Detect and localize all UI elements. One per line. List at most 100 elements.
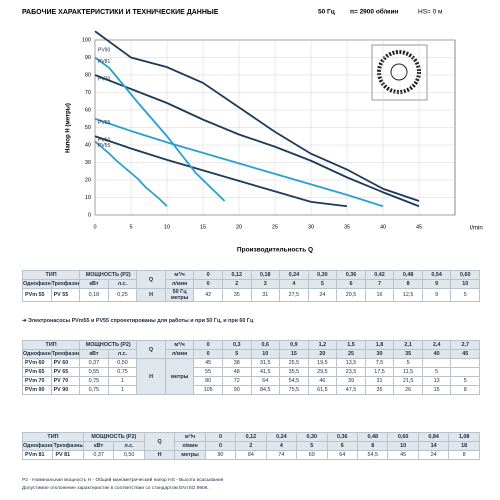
h-value: 11,5: [393, 367, 423, 377]
y-tick-label: 60: [85, 107, 91, 113]
x-tick-label: 15: [200, 224, 206, 230]
h-label: H: [136, 288, 166, 302]
col-header: кВт: [82, 441, 115, 451]
h-value: 17,5: [364, 367, 395, 377]
y-tick-label: 70: [85, 90, 91, 96]
footer: P2 - Номинальная мощность H - Общий мано…: [22, 478, 224, 483]
col-header: Однофазный: [22, 349, 52, 359]
data-row: PVm 90 PV 90 0,75 1 105 90 84,5 75,5 61,5 47,5 35 2…: [22, 385, 480, 395]
model: PV 55: [50, 288, 81, 302]
h-label: H: [136, 358, 166, 395]
q-value: 0,24: [265, 432, 298, 442]
suction: HS= 0 м: [418, 9, 443, 16]
q-value: 0: [193, 279, 223, 289]
h-value: 13,5: [336, 358, 366, 368]
q-value: 2,4: [421, 340, 452, 350]
col-header: л.с.: [113, 441, 145, 451]
model: PVm 55: [22, 288, 52, 302]
q-value: 0,48: [356, 432, 389, 442]
h-value: 26: [393, 385, 423, 395]
h-value: 80: [193, 376, 223, 386]
h-value: 5: [421, 367, 452, 377]
x-tick-label: 35: [344, 224, 350, 230]
h-unit: 50 Гц метры: [164, 288, 195, 302]
q-value: 0: [193, 340, 223, 350]
power-header: МОЩНОСТЬ (P2): [79, 270, 138, 280]
h-value: 72: [221, 376, 252, 386]
h-value: 90: [204, 450, 237, 460]
y-label: Напор H (метры): [66, 103, 72, 153]
h-value: 35: [364, 385, 395, 395]
q-value: 0: [204, 441, 237, 451]
q-value: 0,60: [450, 270, 480, 280]
col-header: Однофазный: [21, 441, 54, 451]
model: PV 60: [50, 358, 81, 368]
h-value: 41,5: [250, 367, 281, 377]
footer: Допустимое отклонение характеристик в со…: [22, 486, 209, 491]
model: PVm 65: [22, 367, 52, 377]
empty-cell: [450, 358, 480, 368]
h-value: 20,5: [336, 288, 366, 302]
model: PVm 81: [21, 450, 54, 460]
title: РАБОЧИЕ ХАРАКТЕРИСТИКИ И ТЕХНИЧЕСКИЕ ДАН…: [22, 9, 219, 16]
empty-cell: [421, 358, 452, 368]
h-value: 54,5: [279, 376, 309, 386]
impeller-hub: [390, 63, 408, 81]
h-value: 15: [421, 385, 452, 395]
q-value: 1,5: [336, 340, 366, 350]
col-header: Трехфазный: [50, 349, 81, 359]
model: PVm 60: [22, 358, 52, 368]
x-tick-label: 30: [308, 224, 314, 230]
h-unit-text: метры: [181, 452, 199, 458]
q-value: 0,54: [421, 270, 452, 280]
model: PVm 90: [22, 385, 52, 395]
pump-curve: [94, 135, 348, 208]
y-tick-label: 90: [85, 55, 91, 61]
header-row: ОднофазныйТрехфазныйкВтл.с. л/мин02456810…: [21, 441, 480, 451]
q-value: 2: [235, 441, 267, 451]
type-header: ТИП: [21, 270, 81, 280]
header-row: ОднофазныйТрехфазныйкВтл.с. л/мин05101520…: [22, 349, 480, 359]
col-header: кВт: [79, 279, 109, 289]
x-tick-label: 10: [164, 224, 170, 230]
q-value: 0,3: [221, 340, 252, 350]
kw: 0,37: [82, 450, 115, 460]
h-value: 46: [307, 376, 338, 386]
h-value: 27,5: [279, 288, 309, 302]
h-unit: метры: [174, 450, 206, 460]
q-value: 0,6: [250, 340, 281, 350]
h-value: 39: [336, 376, 366, 386]
h-value: 74: [265, 450, 298, 460]
x-label: Производительность Q: [237, 247, 313, 254]
h-value: 24: [307, 288, 338, 302]
hp: 0,50: [107, 358, 138, 368]
hp: 1: [107, 385, 138, 395]
x-unit: l/min: [470, 226, 483, 232]
type-header: ТИП: [21, 340, 81, 350]
h-value: 9: [421, 288, 452, 302]
q-value: 0,24: [279, 270, 309, 280]
q-value: 10: [250, 349, 281, 359]
h-value: 5: [450, 288, 480, 302]
q-value: 10: [450, 279, 480, 289]
h-value: 31: [250, 288, 281, 302]
h-value: 64: [250, 376, 281, 386]
unit: м³/ч: [174, 432, 206, 442]
h-value: 31,5: [250, 358, 281, 368]
h-value: 105: [193, 385, 223, 395]
h-value: 45: [193, 358, 223, 368]
q-label: Q: [143, 432, 176, 451]
empty-cell: [450, 367, 480, 377]
y-tick-label: 50: [85, 125, 91, 131]
q-value: 0,12: [235, 432, 267, 442]
unit: м³/ч: [164, 270, 195, 280]
h-value: 7,5: [364, 358, 395, 368]
data-row: PVm 65 PV 65 0,55 0,75 55 48 41,5 35,5 29,5 23,5 1…: [22, 367, 480, 377]
q-value: 0,12: [221, 270, 252, 280]
pump-curve: [94, 56, 226, 202]
model: PV 65: [50, 367, 81, 377]
pump-curve: [94, 30, 420, 202]
